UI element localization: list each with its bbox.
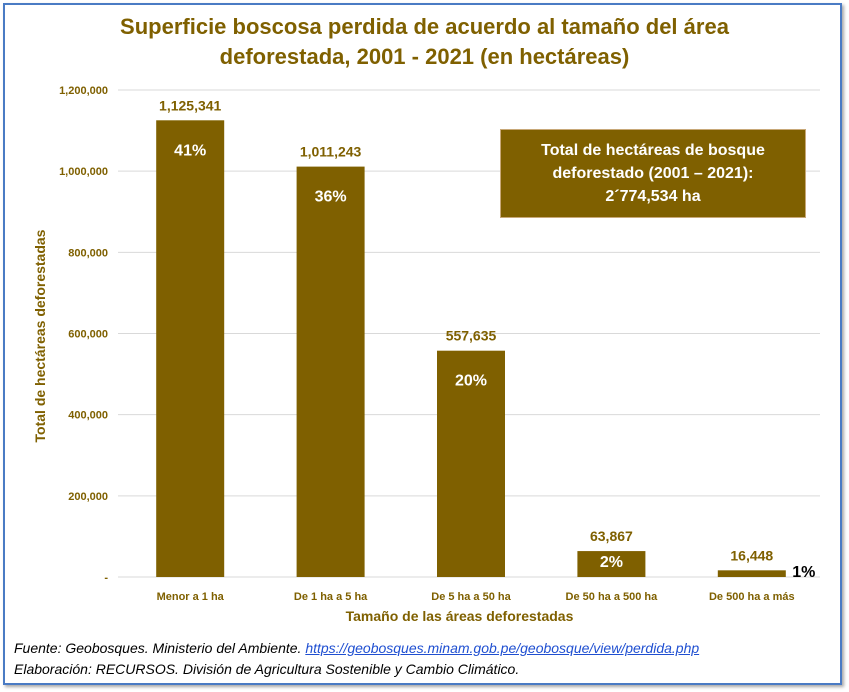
bar-percent-label: 20% [455, 373, 487, 390]
chart-frame [3, 3, 842, 685]
total-summary-line-1: Total de hectáreas de bosque [541, 142, 765, 159]
bar-percent-label: 41% [174, 142, 206, 159]
x-category-label: De 50 ha a 500 ha [566, 591, 659, 603]
bar [156, 120, 225, 578]
bar-value-label: 1,011,243 [300, 144, 362, 160]
y-tick-label: - [104, 572, 108, 584]
y-axis-title: Total de hectáreas deforestadas [32, 229, 48, 443]
bar [296, 166, 365, 577]
y-tick-label: 400,000 [68, 410, 108, 422]
y-tick-label: 1,000,000 [59, 166, 108, 178]
source-link[interactable]: https://geobosques.minam.gob.pe/geobosqu… [305, 640, 700, 656]
y-tick-label: 600,000 [68, 329, 108, 341]
x-axis-title: Tamaño de las áreas deforestadas [345, 608, 574, 624]
source-note: Fuente: Geobosques. Ministerio del Ambie… [14, 638, 699, 680]
bar [437, 350, 505, 577]
y-tick-label: 800,000 [68, 247, 108, 259]
source-line-1: Fuente: Geobosques. Ministerio del Ambie… [14, 638, 699, 659]
x-category-label: De 500 ha a más [709, 591, 795, 603]
bar-value-label: 1,125,341 [159, 97, 221, 113]
bar-percent-label: 36% [315, 189, 347, 206]
source-prefix: Fuente: Geobosques. Ministerio del Ambie… [14, 640, 306, 656]
bar [577, 551, 646, 577]
total-summary-line-3: 2´774,534 ha [605, 188, 701, 205]
total-summary-line-2: deforestado (2001 – 2021): [552, 165, 754, 182]
bar-percent-label: 1% [792, 564, 815, 581]
x-category-label: De 5 ha a 50 ha [431, 591, 511, 603]
y-tick-label: 1,200,000 [59, 85, 108, 97]
total-summary-box: Total de hectáreas de bosque deforestado… [500, 129, 806, 218]
chart-title-line-1: Superficie boscosa perdida de acuerdo al… [120, 14, 729, 39]
bar [717, 570, 786, 577]
source-line-2: Elaboración: RECURSOS. División de Agric… [14, 661, 520, 677]
chart-title-line-2: deforestada, 2001 - 2021 (en hectáreas) [219, 44, 630, 69]
x-category-label: Menor a 1 ha [157, 591, 225, 603]
y-tick-label: 200,000 [68, 491, 108, 503]
bar-value-label: 16,448 [730, 547, 773, 563]
bar-value-label: 557,635 [446, 328, 497, 344]
chart-title: Superficie boscosa perdida de acuerdo al… [0, 12, 849, 72]
x-category-label: De 1 ha a 5 ha [294, 591, 368, 603]
bar-value-label: 63,867 [590, 528, 633, 544]
bar-percent-label: 2% [600, 554, 623, 571]
